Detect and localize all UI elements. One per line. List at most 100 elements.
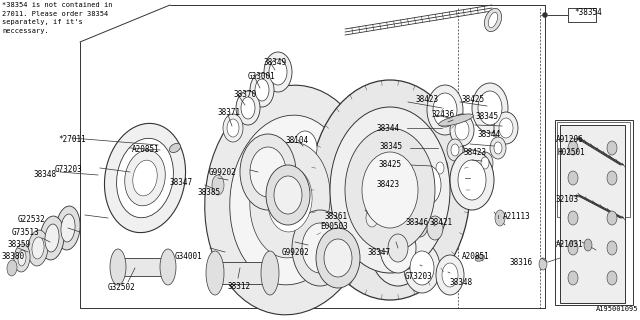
Text: 32436: 32436 [432, 110, 455, 119]
Ellipse shape [269, 59, 287, 85]
Bar [555, 120, 633, 305]
Text: G73513: G73513 [12, 228, 40, 237]
Text: A91206: A91206 [556, 135, 584, 144]
Ellipse shape [568, 211, 578, 225]
Ellipse shape [14, 244, 30, 272]
Ellipse shape [404, 243, 440, 293]
Ellipse shape [104, 124, 186, 233]
Ellipse shape [40, 216, 64, 260]
Text: 38380: 38380 [2, 252, 25, 261]
Text: 38344: 38344 [377, 124, 400, 133]
Ellipse shape [116, 138, 173, 218]
Ellipse shape [230, 115, 350, 285]
Text: 38316: 38316 [510, 258, 533, 267]
Ellipse shape [366, 209, 378, 227]
Ellipse shape [494, 142, 502, 154]
Ellipse shape [539, 258, 547, 270]
Ellipse shape [345, 128, 435, 252]
Text: E00503: E00503 [320, 222, 348, 231]
Text: A195001095: A195001095 [595, 306, 638, 312]
Ellipse shape [362, 204, 382, 232]
Bar [557, 122, 630, 217]
Ellipse shape [451, 144, 459, 156]
Ellipse shape [568, 241, 578, 255]
Ellipse shape [475, 255, 485, 261]
Ellipse shape [477, 152, 493, 174]
Text: G32502: G32502 [108, 283, 136, 292]
Text: 38425: 38425 [462, 95, 485, 104]
Ellipse shape [433, 93, 457, 127]
Bar [568, 8, 596, 22]
Text: 38104: 38104 [285, 136, 308, 145]
Ellipse shape [264, 52, 292, 92]
Text: G99202: G99202 [208, 168, 236, 177]
Ellipse shape [484, 8, 502, 32]
Bar [568, 8, 596, 22]
Ellipse shape [607, 211, 617, 225]
Text: G34001: G34001 [175, 252, 203, 261]
Ellipse shape [310, 80, 470, 300]
Ellipse shape [330, 107, 450, 273]
Text: H02501: H02501 [558, 148, 586, 157]
Ellipse shape [427, 216, 443, 240]
Ellipse shape [442, 263, 458, 287]
Ellipse shape [302, 223, 338, 273]
Ellipse shape [380, 223, 416, 273]
Ellipse shape [458, 160, 486, 200]
Ellipse shape [370, 210, 426, 286]
Text: A20851: A20851 [462, 252, 490, 261]
Ellipse shape [436, 255, 464, 295]
Ellipse shape [293, 131, 317, 165]
Ellipse shape [32, 237, 44, 259]
Bar [215, 262, 270, 284]
Ellipse shape [18, 250, 26, 266]
Ellipse shape [410, 251, 434, 285]
Text: 38347: 38347 [170, 178, 193, 187]
Ellipse shape [412, 213, 428, 237]
Ellipse shape [455, 120, 469, 140]
Ellipse shape [292, 210, 348, 286]
Text: 38349: 38349 [264, 58, 287, 67]
Ellipse shape [7, 260, 17, 276]
Ellipse shape [499, 118, 513, 138]
Ellipse shape [236, 91, 260, 125]
Ellipse shape [250, 73, 274, 107]
Ellipse shape [316, 228, 360, 288]
Text: 38370: 38370 [233, 90, 256, 99]
Text: 38361: 38361 [325, 212, 348, 221]
Ellipse shape [432, 157, 448, 179]
Text: G22532: G22532 [18, 215, 45, 224]
Ellipse shape [472, 83, 508, 133]
Ellipse shape [568, 141, 578, 155]
Text: G33001: G33001 [248, 72, 276, 81]
Text: 38347: 38347 [368, 248, 391, 257]
Text: *38354 is not contained in
27011. Please order 38354
separately, if it's
neccess: *38354 is not contained in 27011. Please… [2, 2, 113, 34]
Ellipse shape [287, 123, 323, 173]
Ellipse shape [405, 155, 449, 215]
Ellipse shape [268, 168, 312, 232]
Text: 38344: 38344 [478, 130, 501, 139]
Ellipse shape [266, 165, 310, 225]
Ellipse shape [125, 150, 165, 206]
Ellipse shape [250, 147, 286, 197]
Ellipse shape [212, 175, 224, 195]
Ellipse shape [447, 139, 463, 161]
Ellipse shape [568, 171, 578, 185]
Text: 38312: 38312 [228, 282, 251, 291]
Ellipse shape [490, 137, 506, 159]
Ellipse shape [132, 160, 157, 196]
Ellipse shape [250, 142, 330, 258]
Text: G73203: G73203 [54, 165, 82, 174]
Ellipse shape [45, 224, 59, 252]
Ellipse shape [481, 157, 489, 169]
Text: 38423: 38423 [464, 148, 487, 157]
Ellipse shape [607, 271, 617, 285]
Ellipse shape [607, 241, 617, 255]
Ellipse shape [261, 251, 279, 295]
Text: 38346: 38346 [405, 218, 428, 227]
Ellipse shape [478, 91, 502, 125]
Ellipse shape [450, 114, 474, 146]
Ellipse shape [436, 162, 444, 174]
Text: 38425: 38425 [379, 160, 402, 169]
Text: A21031: A21031 [556, 240, 584, 249]
